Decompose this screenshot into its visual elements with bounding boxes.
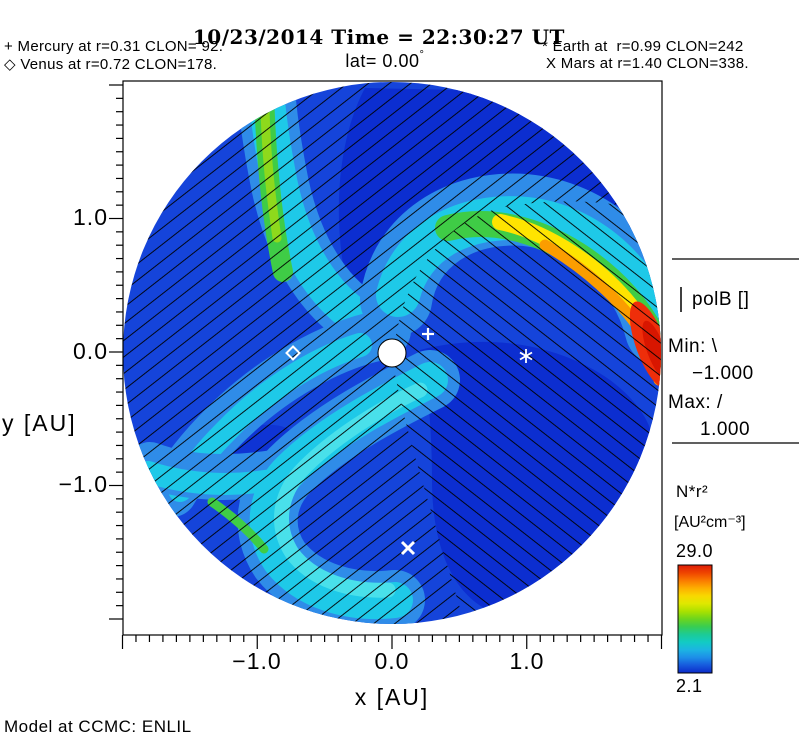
degree-symbol: ° xyxy=(419,49,425,61)
hatch-positive-polarity xyxy=(123,82,661,624)
polarity-legend-title: polB [] xyxy=(692,289,750,310)
polarity-min-value: −1.000 xyxy=(692,363,754,384)
mercury-label: + Mercury at r=0.31 CLON= 92. xyxy=(4,38,224,55)
backslash-sample: \ xyxy=(711,336,718,357)
y-tick-0: 0.0 xyxy=(73,338,108,364)
x-tick-neg1: −1.0 xyxy=(232,648,282,674)
colorbar-units: [AU²cm⁻³] xyxy=(674,514,746,531)
diamond-icon: ◇ xyxy=(4,56,16,73)
venus-marker xyxy=(285,345,301,361)
y-axis-title: y [AU] xyxy=(2,410,77,436)
title-datetime: 10/23/2014 Time = 22:30:27 UT xyxy=(192,25,565,49)
axis-ticks xyxy=(109,84,663,649)
x-icon: X xyxy=(546,55,557,72)
mars-label: X Mars at r=1.40 CLON=338. xyxy=(546,55,749,72)
planet-markers xyxy=(285,328,533,556)
colorbar-min: 2.1 xyxy=(676,676,703,696)
x-axis-title: x [AU] xyxy=(354,684,430,710)
mercury-marker xyxy=(422,328,434,340)
sun-marker xyxy=(377,338,407,368)
polarity-max-value: 1.000 xyxy=(700,419,751,440)
earth-label: * Earth at r=0.99 CLON=242 xyxy=(542,38,744,55)
polarity-min-label: Min: \ xyxy=(668,336,718,357)
model-credit: Model at CCMC: ENLIL xyxy=(4,717,192,736)
y-tick-neg1: −1.0 xyxy=(58,471,108,497)
asterisk-icon: * xyxy=(542,38,549,55)
polarity-max-label: Max: / xyxy=(668,392,723,413)
hatch-negative-polarity xyxy=(392,201,661,615)
earth-marker xyxy=(519,349,533,363)
y-tick-1: 1.0 xyxy=(73,204,108,230)
venus-label: ◇ Venus at r=0.72 CLON=178. xyxy=(4,56,218,73)
page-title: 10/23/2014 Time = 22:30:27 UT lat= 0.00° xyxy=(0,7,740,90)
x-tick-1: 1.0 xyxy=(509,648,545,674)
x-tick-0: 0.0 xyxy=(374,648,410,674)
colorbar-max: 29.0 xyxy=(676,541,714,561)
mars-marker xyxy=(400,540,416,556)
title-latitude: lat= 0.00° xyxy=(345,49,425,71)
colorbar-gradient xyxy=(677,564,713,674)
plus-icon: + xyxy=(4,38,14,55)
colorbar-quantity: N*r² xyxy=(676,482,709,501)
slash-sample: / xyxy=(716,392,723,413)
